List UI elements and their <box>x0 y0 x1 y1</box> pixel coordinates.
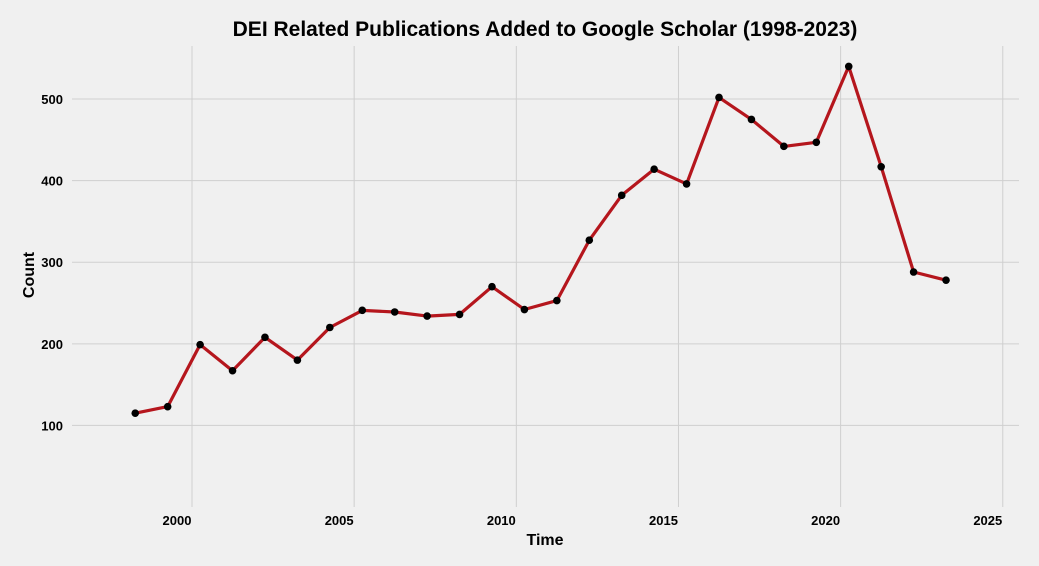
x-tick-label: 2020 <box>811 513 840 528</box>
x-tick-label: 2015 <box>649 513 678 528</box>
data-point <box>163 402 172 411</box>
y-axis-ticks: 100 200 300 400 500 <box>41 92 63 433</box>
data-series <box>131 62 950 417</box>
data-point <box>390 308 399 316</box>
data-point <box>617 191 626 200</box>
data-point <box>553 296 561 305</box>
data-point <box>812 138 821 147</box>
y-tick-label: 200 <box>41 337 63 352</box>
data-point <box>780 142 788 151</box>
chart-title: DEI Related Publications Added to Google… <box>233 18 858 41</box>
x-tick-label: 2025 <box>973 513 1002 528</box>
data-point <box>423 312 431 320</box>
series-line <box>133 64 948 415</box>
data-point <box>844 62 853 71</box>
grid-lines <box>72 46 1019 507</box>
data-point <box>261 333 269 342</box>
x-axis-label: Time <box>526 532 563 549</box>
y-tick-label: 100 <box>41 418 63 433</box>
data-point <box>196 340 204 349</box>
y-tick-label: 500 <box>41 92 63 107</box>
data-point <box>747 115 756 124</box>
x-tick-label: 2010 <box>487 513 516 528</box>
data-point <box>358 306 367 315</box>
x-tick-label: 2005 <box>325 513 354 528</box>
data-point <box>650 165 658 174</box>
data-point <box>877 162 885 171</box>
x-axis-ticks: 2000 2005 2010 2015 2020 2025 <box>163 513 1003 528</box>
data-point <box>488 282 496 291</box>
y-axis-label: Count <box>21 251 38 298</box>
y-tick-label: 300 <box>41 255 63 270</box>
data-point <box>293 356 302 364</box>
y-tick-label: 400 <box>41 174 63 189</box>
x-tick-label: 2000 <box>163 513 192 528</box>
data-point <box>715 93 723 102</box>
data-point <box>520 305 529 314</box>
data-point <box>682 180 691 188</box>
data-point <box>228 366 237 375</box>
data-point <box>131 409 140 417</box>
data-point <box>585 236 594 244</box>
data-point <box>455 310 464 319</box>
data-point <box>326 323 334 332</box>
data-point <box>942 276 950 284</box>
data-point <box>909 268 918 276</box>
